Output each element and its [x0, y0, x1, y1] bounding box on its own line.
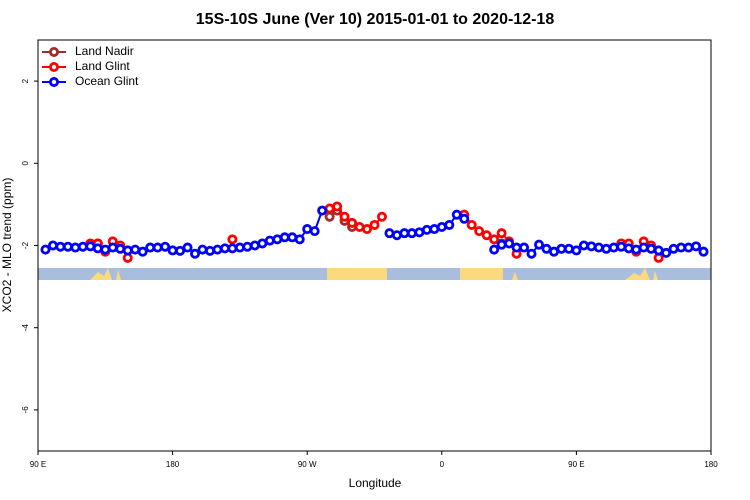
- data-point: [376, 211, 387, 222]
- y-tick-label: -2: [21, 241, 30, 249]
- x-tick-label: 0: [440, 460, 445, 469]
- data-point: [227, 234, 238, 245]
- data-point: [608, 242, 619, 253]
- data-point: [616, 241, 627, 252]
- x-tick-label: 90 E: [568, 460, 584, 469]
- data-point: [534, 239, 545, 250]
- data-point: [122, 245, 133, 256]
- x-tick-label: 180: [704, 460, 718, 469]
- data-point: [563, 243, 574, 254]
- data-point: [451, 209, 462, 220]
- legend-marker: [49, 62, 60, 73]
- data-point: [175, 245, 186, 256]
- data-point: [190, 248, 201, 259]
- data-point: [324, 211, 335, 222]
- data-point: [242, 241, 253, 252]
- data-point: [92, 243, 103, 254]
- legend-label: Land Nadir: [75, 44, 134, 58]
- data-point: [444, 219, 455, 230]
- data-point: [40, 244, 51, 255]
- y-axis-label: XCO2 - MLO trend (ppm): [0, 178, 14, 313]
- legend-marker: [49, 77, 60, 88]
- data-point: [406, 228, 417, 239]
- data-point: [668, 243, 679, 254]
- data-point: [182, 242, 193, 253]
- data-point: [571, 245, 582, 256]
- data-point: [152, 242, 163, 253]
- data-point: [578, 240, 589, 251]
- data-point: [504, 238, 515, 249]
- data-point: [264, 235, 275, 246]
- data-point: [421, 224, 432, 235]
- data-point: [593, 242, 604, 253]
- data-point: [683, 242, 694, 253]
- data-point: [526, 248, 537, 259]
- data-point: [234, 242, 245, 253]
- data-point: [496, 228, 507, 239]
- data-point: [332, 201, 343, 212]
- legend-label: Land Glint: [75, 59, 130, 73]
- surface-strip: [38, 268, 711, 280]
- chart-title: 15S-10S June (Ver 10) 2015-01-01 to 2020…: [196, 11, 555, 28]
- data-point: [601, 243, 612, 254]
- legend-label: Ocean Glint: [75, 74, 139, 88]
- data-point: [362, 224, 373, 235]
- data-point: [369, 219, 380, 230]
- data-point: [646, 243, 657, 254]
- data-point: [586, 241, 597, 252]
- x-axis-label: Longitude: [349, 476, 402, 490]
- data-point: [339, 211, 350, 222]
- data-point: [227, 243, 238, 254]
- data-point: [519, 242, 530, 253]
- y-tick-label: -4: [21, 324, 30, 332]
- data-point: [294, 234, 305, 245]
- data-point: [62, 241, 73, 252]
- data-point: [160, 241, 171, 252]
- data-point: [623, 243, 634, 254]
- data-point: [115, 243, 126, 254]
- data-point: [107, 242, 118, 253]
- data-point: [466, 219, 477, 230]
- data-point: [317, 205, 328, 216]
- data-point: [347, 217, 358, 228]
- data-point: [137, 246, 148, 257]
- x-tick-label: 90 W: [298, 460, 317, 469]
- data-point: [212, 244, 223, 255]
- y-tick-label: 0: [21, 161, 30, 166]
- x-tick-label: 180: [166, 460, 180, 469]
- data-point: [489, 234, 500, 245]
- data-point: [698, 246, 709, 257]
- legend-marker: [49, 47, 60, 58]
- data-point: [459, 213, 470, 224]
- data-point: [309, 226, 320, 237]
- data-point: [691, 241, 702, 252]
- data-point: [197, 244, 208, 255]
- data-point: [496, 239, 507, 250]
- data-point: [481, 230, 492, 241]
- data-point: [47, 240, 58, 251]
- data-point: [204, 245, 215, 256]
- data-point: [474, 226, 485, 237]
- data-point: [661, 247, 672, 258]
- data-point: [638, 242, 649, 253]
- x-tick-label: 90 E: [30, 460, 46, 469]
- data-point: [489, 244, 500, 255]
- y-tick-label: -6: [21, 406, 30, 414]
- y-tick-label: 2: [21, 78, 30, 83]
- data-point: [70, 242, 81, 253]
